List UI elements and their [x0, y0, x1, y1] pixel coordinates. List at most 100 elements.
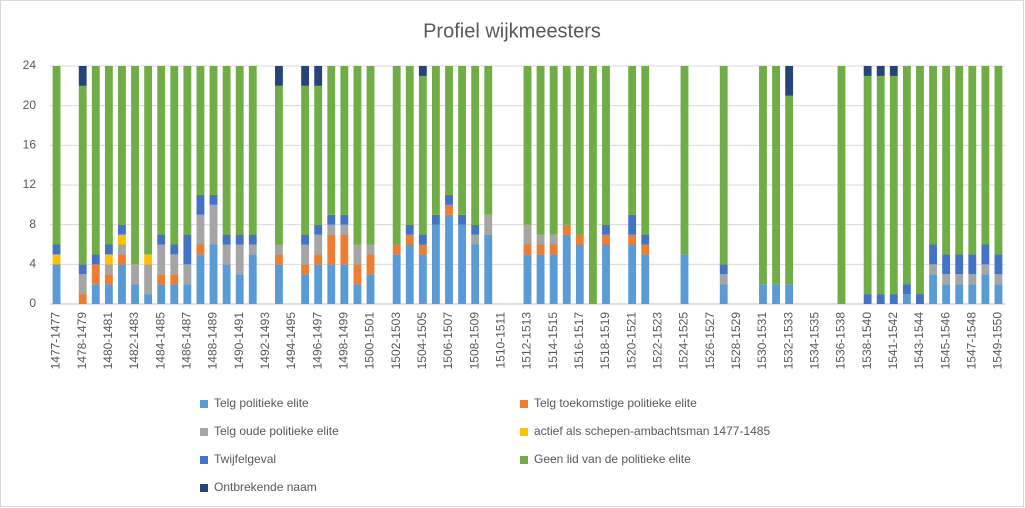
bar-segment — [889, 294, 898, 304]
bar-segment — [994, 66, 1003, 255]
bar-segment — [549, 234, 558, 245]
bar-segment — [680, 254, 689, 304]
bar-segment — [144, 264, 153, 295]
bar-segment — [301, 274, 310, 304]
bar-segment — [104, 66, 113, 245]
bar-segment — [91, 264, 100, 285]
bar-segment — [641, 66, 650, 235]
bar-segment — [196, 194, 205, 215]
bar-segment — [222, 244, 231, 265]
x-tick-label: 1512-1513 — [520, 312, 534, 370]
bar-segment — [602, 234, 610, 245]
bar-segment — [536, 234, 545, 245]
x-tick-label: 1543-1544 — [912, 312, 926, 370]
x-tick-label: 1498-1499 — [337, 312, 351, 370]
bar-segment — [902, 284, 911, 295]
bar-segment — [183, 66, 192, 235]
y-tick-label: 12 — [23, 177, 37, 191]
bar-segment — [863, 294, 872, 304]
x-tick-label: 1524-1525 — [677, 312, 691, 370]
bar-segment — [418, 254, 427, 304]
bar-segment — [575, 66, 584, 235]
bar-segment — [314, 224, 323, 235]
bar-segment — [445, 194, 453, 205]
bar-segment — [719, 284, 728, 304]
bar-segment — [118, 244, 126, 255]
bar-segment — [157, 274, 166, 285]
bar-segment — [968, 274, 977, 285]
bar-segment — [549, 254, 558, 304]
bar-segment — [837, 66, 846, 304]
x-tick-label: 1536-1538 — [834, 312, 848, 370]
bar-segment — [104, 284, 113, 304]
bar-segment — [759, 284, 767, 304]
bar-segment — [562, 224, 571, 235]
bar-segment — [78, 66, 87, 86]
bar-segment — [275, 254, 283, 265]
bar-segment — [353, 264, 362, 285]
bar-segment — [628, 214, 637, 235]
bar-segment — [157, 244, 166, 275]
x-tick-label: 1508-1509 — [467, 312, 481, 370]
bar-segment — [929, 244, 937, 265]
bar-segment — [52, 66, 61, 245]
x-tick-label: 1477-1477 — [49, 312, 63, 370]
bar-segment — [209, 244, 218, 304]
bar-segment — [418, 244, 427, 255]
bar-segment — [104, 254, 113, 265]
bar-segment — [759, 66, 767, 285]
bar-segment — [994, 284, 1003, 304]
bar-segment — [327, 264, 336, 304]
bar-segment — [196, 254, 205, 304]
bar-segment — [432, 66, 440, 215]
x-tick-label: 1502-1503 — [389, 312, 403, 370]
bar-segment — [144, 254, 153, 265]
bar-segment — [942, 66, 951, 255]
bar-segment — [863, 75, 872, 295]
bar-segment — [275, 66, 283, 86]
bar-segment — [549, 244, 558, 255]
bar-segment — [209, 194, 218, 205]
bar-segment — [52, 244, 61, 255]
bar-segment — [353, 244, 362, 265]
bar-segment — [929, 274, 937, 304]
x-tick-label: 1480-1481 — [101, 312, 115, 370]
x-tick-label: 1484-1485 — [153, 312, 167, 370]
bar-segment — [209, 204, 218, 245]
bar-segment — [929, 264, 937, 275]
bar-segment — [104, 244, 113, 255]
bar-segment — [445, 66, 453, 195]
bar-segment — [785, 66, 794, 96]
bar-segment — [719, 274, 728, 285]
bar-segment — [418, 234, 427, 245]
bar-segment — [602, 224, 610, 235]
bar-segment — [876, 294, 885, 304]
bar-segment — [968, 284, 977, 304]
bar-segment — [785, 284, 794, 304]
x-tick-label: 1504-1505 — [415, 312, 429, 370]
bar-segment — [366, 244, 375, 255]
bar-segment — [235, 244, 244, 275]
bar-segment — [994, 274, 1003, 285]
bar-segment — [889, 75, 898, 295]
bar-segment — [131, 264, 139, 285]
bar-segment — [104, 264, 113, 275]
x-tick-label: 1494-1495 — [284, 312, 298, 370]
bar-segment — [301, 234, 310, 245]
y-tick-label: 24 — [23, 58, 37, 72]
bar-segment — [471, 224, 480, 235]
bar-segment — [916, 66, 924, 295]
bar-segment — [52, 254, 61, 265]
bar-segment — [248, 66, 257, 235]
bar-segment — [248, 244, 257, 255]
bar-segment — [353, 66, 362, 245]
bar-segment — [981, 274, 990, 304]
bar-segment — [942, 284, 951, 304]
bar-segment — [118, 224, 126, 235]
bar-segment — [458, 214, 467, 225]
y-tick-label: 4 — [29, 257, 36, 271]
bar-segment — [549, 66, 558, 235]
bar-segment — [641, 254, 650, 304]
bar-segment — [235, 274, 244, 304]
legend-label: Telg toekomstige politieke elite — [534, 396, 697, 410]
